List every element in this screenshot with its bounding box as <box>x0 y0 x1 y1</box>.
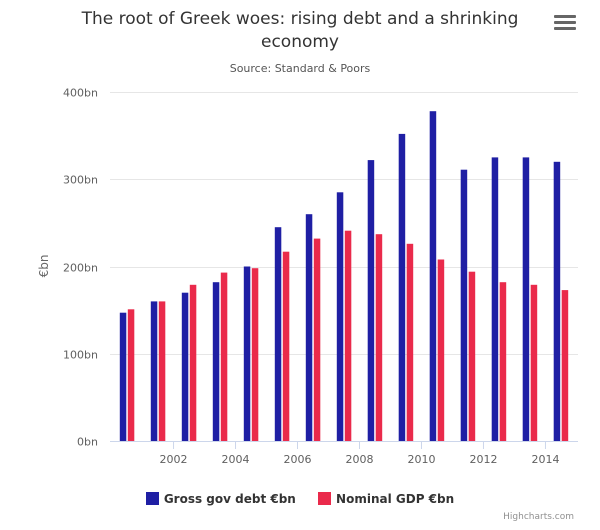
bar-gdp[interactable] <box>313 238 321 441</box>
bar-debt[interactable] <box>305 214 313 441</box>
y-tick-label: 200bn <box>63 262 98 275</box>
y-tick-label: 300bn <box>63 174 98 187</box>
y-tick-label: 100bn <box>63 349 98 362</box>
legend-swatch-debt <box>145 492 159 505</box>
menu-line <box>554 27 576 30</box>
bar-debt[interactable] <box>491 157 499 441</box>
bar-gdp[interactable] <box>189 284 197 441</box>
grid-layer <box>110 92 578 442</box>
bar-gdp[interactable] <box>468 271 476 441</box>
bar-gdp[interactable] <box>251 268 259 441</box>
x-tick-label: 2012 <box>469 453 497 466</box>
legend-label-debt: Gross gov debt €bn <box>163 492 296 506</box>
y-tick-label: 400bn <box>63 87 98 100</box>
legend-item-gdp[interactable]: Nominal GDP €bn <box>318 492 454 506</box>
y-tick-label: 0bn <box>77 436 98 449</box>
bar-gdp[interactable] <box>344 230 352 441</box>
menu-line <box>554 21 576 24</box>
y-axis: 0bn 100bn 200bn 300bn 400bn <box>63 87 98 449</box>
x-axis: 2002 2004 2006 2008 2010 2012 2014 <box>110 441 578 466</box>
bar-debt[interactable] <box>181 292 189 441</box>
bar-debt[interactable] <box>398 133 406 441</box>
bar-debt[interactable] <box>119 312 127 441</box>
bar-gdp[interactable] <box>158 301 166 441</box>
x-tick-label: 2006 <box>284 453 312 466</box>
bar-debt[interactable] <box>274 227 282 441</box>
bar-gdp[interactable] <box>127 309 135 441</box>
bar-layer <box>119 111 569 442</box>
bar-debt[interactable] <box>212 282 220 441</box>
y-axis-label: €bn <box>37 255 51 278</box>
bar-debt[interactable] <box>553 161 561 442</box>
bar-debt[interactable] <box>150 301 158 441</box>
legend: Gross gov debt €bn Nominal GDP €bn <box>0 492 600 506</box>
bar-gdp[interactable] <box>282 251 290 441</box>
bar-debt[interactable] <box>522 157 530 441</box>
bar-gdp[interactable] <box>499 282 507 441</box>
bar-gdp[interactable] <box>530 284 538 441</box>
bar-gdp[interactable] <box>220 272 228 441</box>
x-tick-label: 2008 <box>345 453 373 466</box>
bar-gdp[interactable] <box>406 243 414 441</box>
bar-debt[interactable] <box>460 169 468 441</box>
x-tick-label: 2002 <box>160 453 188 466</box>
legend-item-debt[interactable]: Gross gov debt €bn <box>145 492 296 506</box>
bar-debt[interactable] <box>429 111 437 441</box>
chart-menu-icon[interactable] <box>552 12 578 34</box>
x-tick-label: 2010 <box>407 453 435 466</box>
bar-debt[interactable] <box>367 160 375 441</box>
chart-title: The root of Greek woes: rising debt and … <box>81 9 519 52</box>
legend-swatch-gdp <box>318 492 332 505</box>
menu-line <box>554 15 576 18</box>
legend-label-gdp: Nominal GDP €bn <box>336 492 455 506</box>
bar-gdp[interactable] <box>375 234 383 441</box>
x-tick-label: 2004 <box>222 453 250 466</box>
bar-gdp[interactable] <box>561 290 569 441</box>
chart-subtitle: Source: Standard & Poors <box>229 62 371 75</box>
bar-gdp[interactable] <box>437 259 445 442</box>
credits-link[interactable]: Highcharts.com <box>503 512 574 522</box>
x-tick-label: 2014 <box>531 453 559 466</box>
bar-debt[interactable] <box>243 266 251 442</box>
bar-debt[interactable] <box>336 192 344 441</box>
